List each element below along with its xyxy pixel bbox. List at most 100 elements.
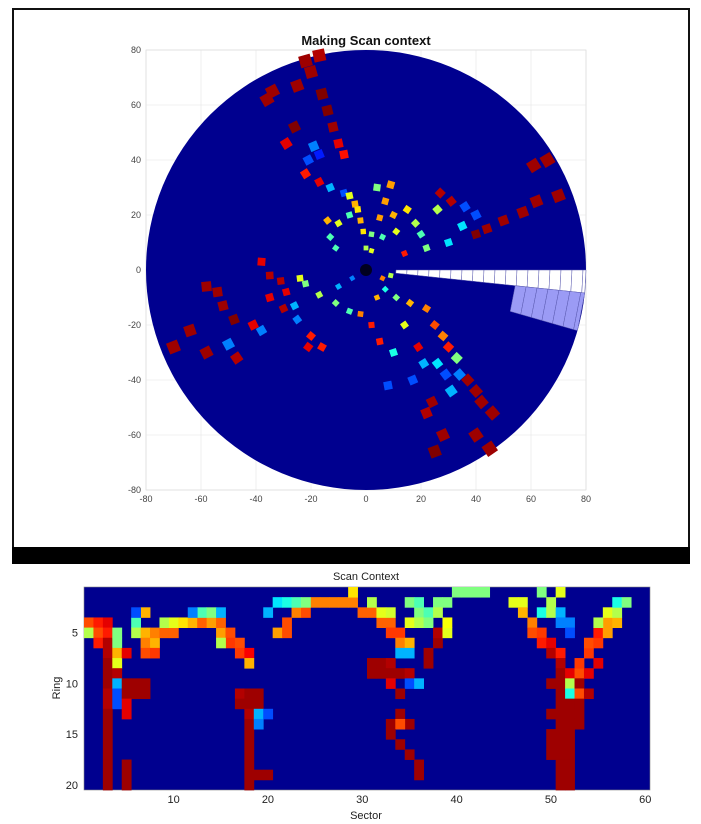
heatmap-y-axis-label: Ring — [51, 677, 63, 700]
scan-point — [339, 149, 349, 160]
heatmap-cell — [565, 668, 575, 679]
heatmap-cell — [583, 637, 594, 649]
heatmap-cell — [404, 668, 415, 679]
scan-point — [484, 405, 501, 421]
heatmap-cell — [565, 708, 575, 720]
heatmap-cell — [395, 668, 406, 679]
scan-point — [386, 180, 396, 190]
heatmap-cell — [282, 617, 292, 628]
heatmap-cell — [112, 668, 123, 679]
scan-point — [334, 282, 343, 291]
scan-point — [470, 209, 482, 221]
sector-bin-empty — [537, 269, 551, 290]
heatmap-cell — [574, 698, 585, 710]
heatmap-cell — [404, 749, 415, 760]
polar-x-tick-labels: -80 -60 -40 -20 0 20 40 60 80 — [139, 494, 591, 504]
scan-point — [354, 205, 362, 214]
heatmap-cell — [385, 718, 396, 730]
scan-point — [388, 347, 399, 358]
heatmap-cell — [433, 637, 443, 649]
scan-point — [410, 218, 421, 228]
scan-point — [305, 330, 317, 342]
heatmap-cell — [131, 627, 141, 639]
scan-point — [387, 272, 394, 279]
heatmap-cell — [414, 617, 424, 628]
polar-x-tick-label: 40 — [471, 494, 481, 504]
scan-point — [389, 210, 398, 220]
heatmap-cell — [555, 668, 566, 679]
heatmap-cell — [348, 587, 358, 598]
heatmap-cell — [423, 647, 434, 659]
heatmap-cell — [168, 627, 179, 639]
heatmap-cell — [583, 688, 594, 700]
heatmap-x-tick-label: 30 — [356, 794, 368, 806]
heatmap-cell — [310, 597, 321, 608]
scan-point — [529, 194, 544, 209]
heatmap-cell — [150, 627, 160, 639]
heatmap-cell — [536, 607, 547, 618]
scan-point — [468, 383, 484, 399]
sector-bin-empty — [417, 269, 430, 277]
heatmap-cell — [244, 708, 255, 720]
scan-point — [315, 87, 329, 101]
heatmap-cell — [602, 617, 613, 628]
scan-point — [357, 310, 364, 318]
heatmap-cell — [178, 617, 189, 628]
scan-point — [434, 187, 446, 199]
scan-point — [453, 368, 466, 381]
heatmap-cell — [546, 637, 557, 649]
heatmap-cell — [102, 729, 113, 740]
scan-point — [431, 357, 444, 370]
sector-bin-empty — [504, 269, 518, 287]
heatmap-cell — [565, 698, 575, 710]
scan-point — [332, 244, 340, 252]
scan-point — [375, 337, 384, 346]
heatmap-cell — [216, 637, 226, 649]
heatmap-cell — [121, 688, 132, 700]
scan-point — [392, 227, 401, 236]
scan-point — [321, 104, 334, 117]
heatmap-cell — [102, 739, 113, 750]
scan-point — [317, 342, 327, 352]
scan-point — [278, 303, 289, 314]
scan-point — [257, 257, 266, 266]
scan-point — [279, 136, 293, 151]
scan-point — [437, 330, 449, 342]
heatmap-cell — [583, 668, 594, 679]
heatmap-cell — [102, 668, 113, 679]
heatmap-cell — [508, 597, 519, 608]
heatmap-x-tick-labels: 10 20 30 40 50 60 — [167, 794, 651, 806]
heatmap-cell — [319, 597, 330, 608]
heatmap-cell — [555, 749, 566, 760]
heatmap-cell — [187, 607, 198, 618]
top-panel-top-border — [12, 8, 690, 10]
heatmap-x-tick-label: 60 — [639, 794, 651, 806]
scan-point — [302, 154, 315, 166]
heatmap-cell — [404, 647, 415, 659]
top-panel-left-border — [12, 8, 14, 553]
heatmap-cell — [300, 607, 311, 618]
scan-point — [407, 374, 419, 386]
polar-y-tick-label: -40 — [128, 375, 141, 385]
sector-bin-empty — [570, 269, 584, 293]
scan-point — [378, 233, 387, 241]
sector-bin-empty — [559, 269, 573, 292]
heatmap-cell — [159, 627, 170, 639]
heatmap-cell — [121, 779, 132, 791]
heatmap-cell — [546, 597, 557, 608]
heatmap-cell — [574, 718, 585, 730]
scan-point — [373, 294, 381, 301]
heatmap-cell — [442, 617, 453, 628]
heatmap-cell — [574, 668, 585, 679]
scan-point — [368, 231, 375, 238]
heatmap-cell — [121, 698, 132, 710]
heatmap-cell — [612, 597, 623, 608]
heatmap-cell — [102, 647, 113, 659]
heatmap-cell — [244, 647, 255, 659]
heatmap-cell — [385, 658, 396, 669]
scan-point — [255, 324, 268, 337]
heatmap-cell — [574, 708, 585, 720]
heatmap-cell — [291, 597, 302, 608]
heatmap-cell — [546, 749, 557, 760]
heatmap-cell — [385, 668, 396, 679]
